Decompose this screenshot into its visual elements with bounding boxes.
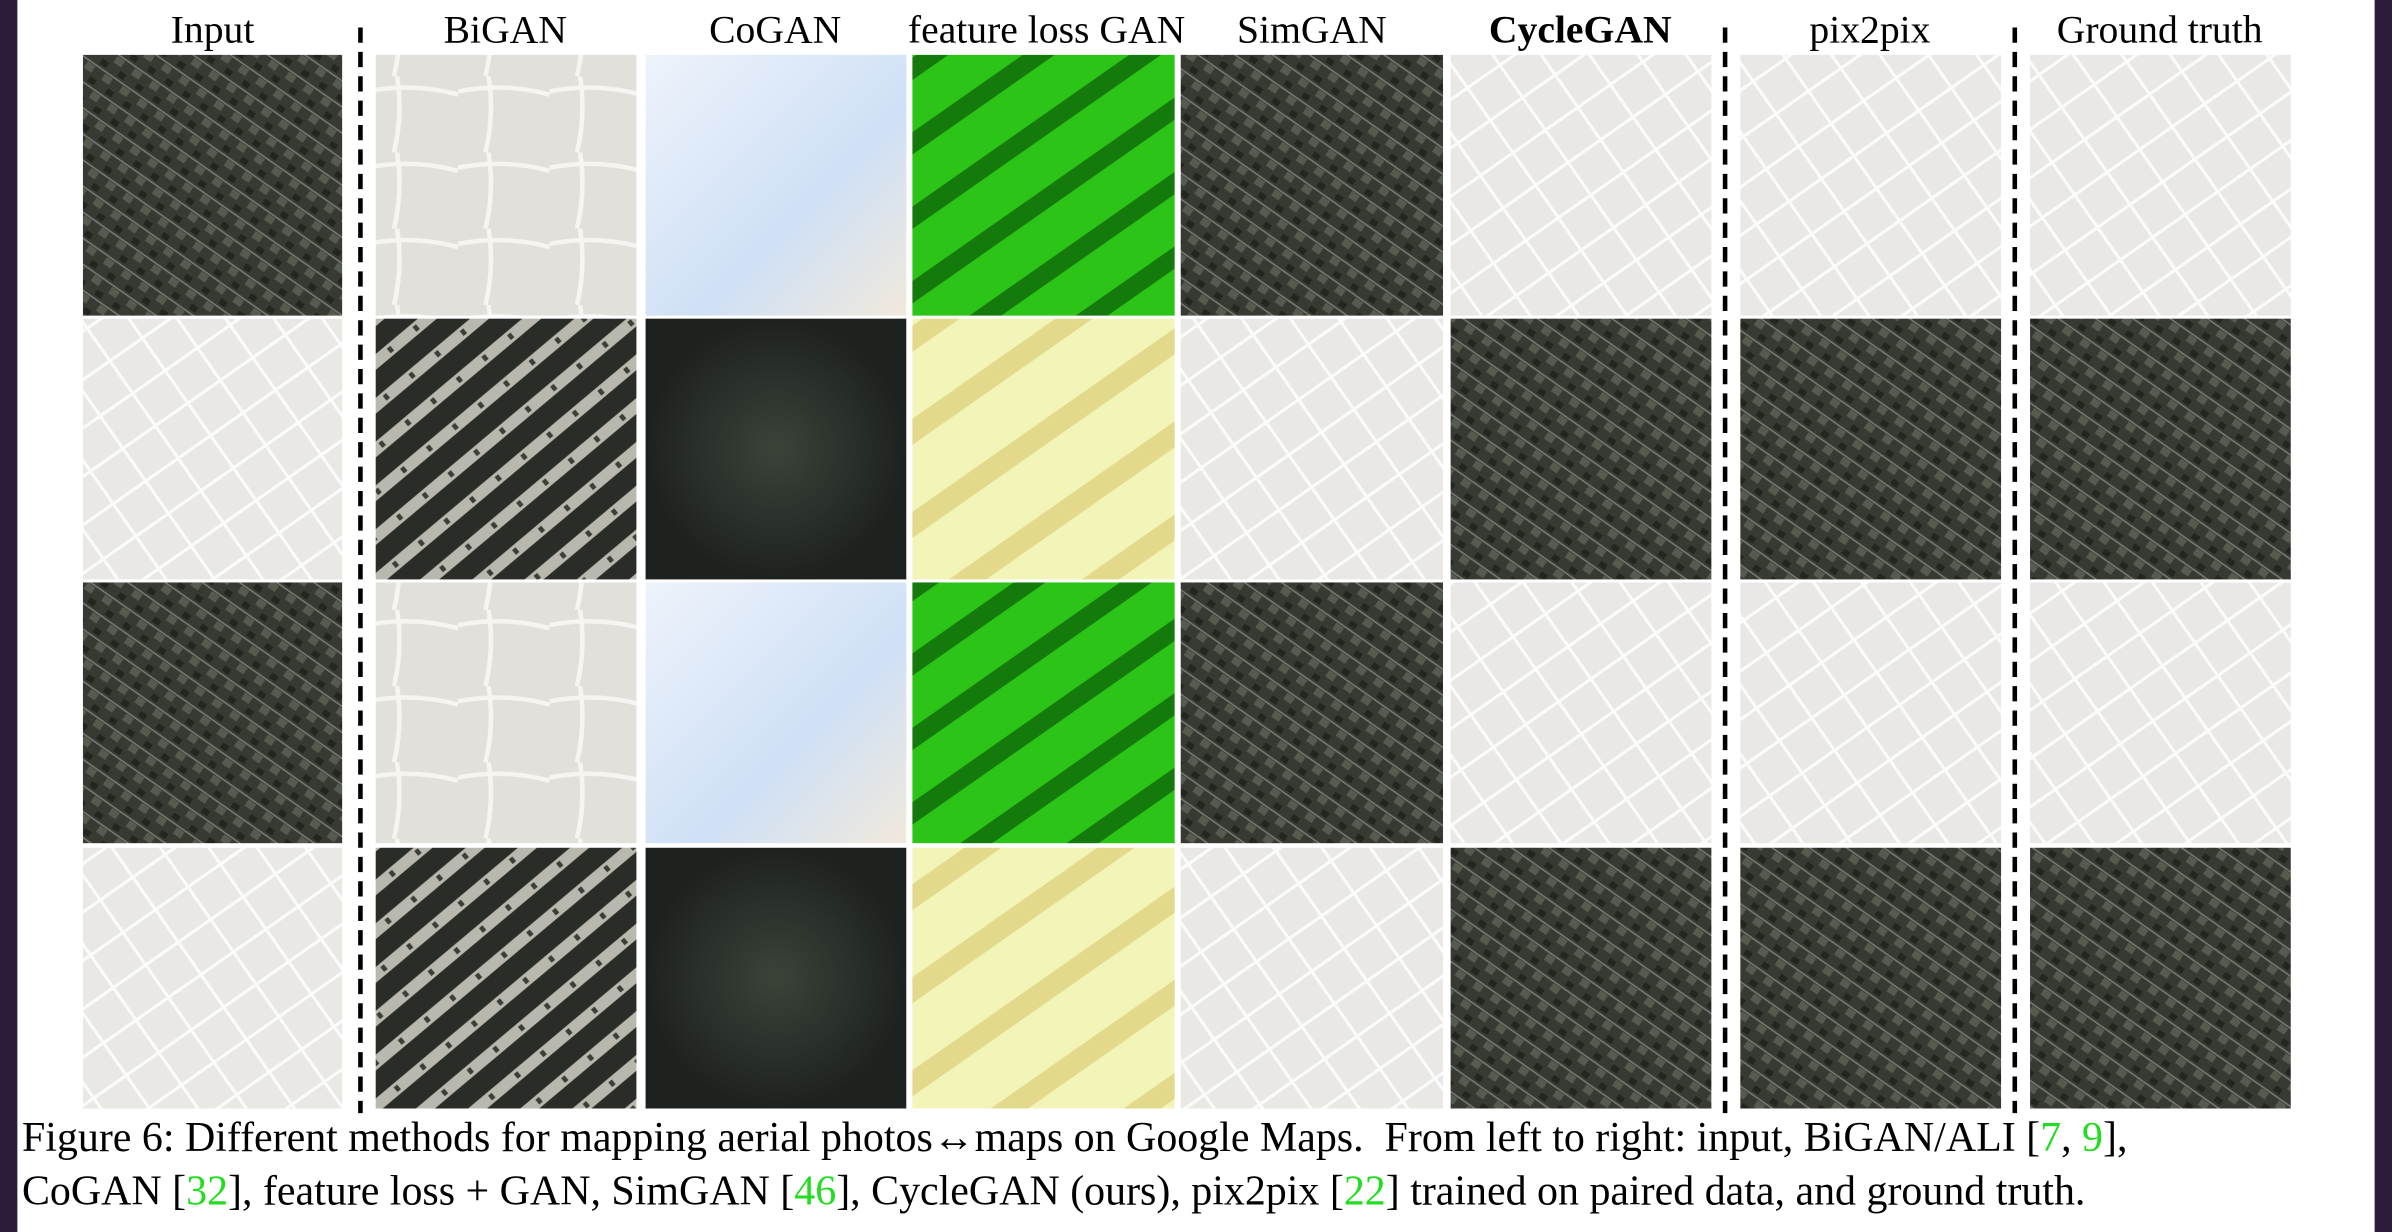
column-header: CycleGAN xyxy=(1489,8,1672,52)
image-tile xyxy=(375,847,637,1109)
image-tile xyxy=(1450,318,1712,580)
image-tile xyxy=(912,318,1175,580)
column-header: feature loss GAN xyxy=(908,8,1185,52)
image-tile xyxy=(1180,847,1444,1109)
image-tile xyxy=(1740,847,2002,1109)
image-tile xyxy=(375,318,637,580)
dividers xyxy=(358,27,2018,1114)
image-tile xyxy=(912,847,1175,1109)
column-header: BiGAN xyxy=(444,8,567,52)
citation[interactable]: 46 xyxy=(794,1169,836,1215)
image-tile xyxy=(1180,582,1444,844)
image-tile xyxy=(645,582,907,844)
image-tile xyxy=(375,582,637,844)
image-tile xyxy=(2030,582,2291,844)
image-tile xyxy=(1180,54,1444,316)
caption-text: , xyxy=(2061,1115,2082,1161)
image-tile xyxy=(375,54,637,316)
citation[interactable]: 32 xyxy=(186,1169,228,1215)
caption-text: ], CycleGAN (ours), pix2pix [ xyxy=(836,1169,1344,1215)
image-tile xyxy=(82,54,343,316)
image-tile xyxy=(1740,582,2002,844)
caption-text: CoGAN [ xyxy=(22,1169,186,1215)
image-tile xyxy=(2030,54,2291,316)
citation[interactable]: 7 xyxy=(2040,1115,2061,1161)
image-tile xyxy=(2030,318,2291,580)
image-tile xyxy=(1450,54,1712,316)
image-tile xyxy=(1450,582,1712,844)
image-tile xyxy=(1740,318,2002,580)
citation[interactable]: 22 xyxy=(1344,1169,1386,1215)
image-tile xyxy=(82,847,343,1109)
column-header: Input xyxy=(171,8,255,52)
image-tile xyxy=(2030,847,2291,1109)
column-headers: Input BiGAN CoGAN feature loss GAN SimGA… xyxy=(171,8,2263,52)
caption-text: ] trained on paired data, and ground tru… xyxy=(1386,1169,2086,1215)
image-tile xyxy=(82,318,343,580)
image-tile xyxy=(1740,54,2002,316)
image-tile xyxy=(912,54,1175,316)
caption-line: CoGAN [32], feature loss + GAN, SimGAN [… xyxy=(22,1169,2085,1215)
image-tile xyxy=(645,847,907,1109)
image-tile xyxy=(1180,318,1444,580)
column-header: Ground truth xyxy=(2057,8,2263,52)
column-header: CoGAN xyxy=(709,8,841,52)
image-tile xyxy=(912,582,1175,844)
image-tile xyxy=(645,54,907,316)
image-grid xyxy=(82,54,2291,1109)
image-tile xyxy=(82,582,343,844)
image-tile xyxy=(1450,847,1712,1109)
column-header: pix2pix xyxy=(1809,8,1930,52)
citation[interactable]: 9 xyxy=(2082,1115,2103,1161)
caption-text: Figure 6: Different methods for mapping … xyxy=(22,1115,2040,1161)
image-tile xyxy=(645,318,907,580)
caption-text: ], xyxy=(2103,1115,2127,1161)
column-header: SimGAN xyxy=(1237,8,1387,52)
caption-line: Figure 6: Different methods for mapping … xyxy=(22,1115,2128,1161)
caption-text: ], feature loss + GAN, SimGAN [ xyxy=(228,1169,794,1215)
